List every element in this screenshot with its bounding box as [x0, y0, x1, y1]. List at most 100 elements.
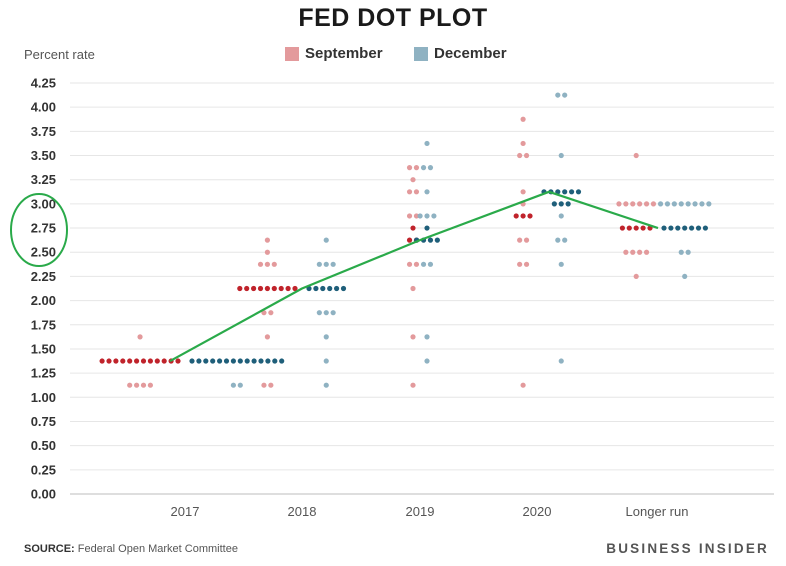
- dot-december: [420, 261, 427, 267]
- dot-december: [668, 225, 674, 231]
- dot-december: [434, 237, 440, 243]
- legend-item-september: September: [285, 45, 383, 62]
- dot-december: [320, 285, 326, 292]
- dot-september: [140, 358, 147, 364]
- dot-december: [217, 358, 223, 364]
- legend-label-september: September: [305, 45, 383, 62]
- dot-december: [562, 189, 568, 195]
- dot-september: [292, 285, 298, 292]
- dot-september: [619, 225, 626, 231]
- dot-december: [555, 92, 561, 98]
- dot-september: [406, 165, 413, 171]
- x-tick-label: 2020: [523, 504, 552, 519]
- dot-december: [562, 237, 568, 243]
- dot-september: [633, 152, 639, 159]
- y-tick-label: 0.25: [31, 462, 56, 477]
- dot-september: [410, 382, 416, 388]
- dot-december: [420, 165, 427, 171]
- dot-september: [268, 310, 274, 316]
- dot-september: [623, 249, 629, 255]
- legend-swatch-december: [414, 46, 428, 61]
- dot-september: [264, 249, 270, 255]
- dot-december: [678, 201, 684, 207]
- dot-september: [626, 225, 632, 231]
- dot-september: [517, 152, 523, 159]
- dot-september: [650, 201, 657, 207]
- dot-december: [558, 261, 564, 267]
- dot-december: [424, 213, 430, 219]
- dot-december: [565, 201, 571, 207]
- x-tick-label: 2019: [406, 504, 435, 519]
- dot-december: [316, 310, 322, 316]
- dot-september: [643, 249, 650, 255]
- dot-december: [330, 261, 336, 267]
- dot-september: [523, 237, 530, 243]
- dot-september: [523, 152, 530, 159]
- dot-september: [120, 358, 126, 364]
- source-label: SOURCE:: [24, 543, 75, 555]
- dot-september: [527, 213, 533, 219]
- dot-december: [685, 249, 691, 255]
- dot-september: [244, 285, 250, 292]
- y-tick-label: 3.50: [31, 148, 56, 163]
- dot-december: [427, 237, 434, 243]
- dot-december: [664, 201, 671, 207]
- y-tick-label: 4.00: [31, 100, 56, 115]
- dot-december: [327, 285, 333, 292]
- y-tick-label: 1.00: [31, 390, 56, 405]
- dot-december: [682, 273, 688, 280]
- dot-september: [406, 189, 413, 195]
- y-tick-label: 2.00: [31, 293, 56, 308]
- dot-september: [264, 285, 270, 292]
- brand-logo: BUSINESS INSIDER: [606, 541, 769, 556]
- dot-december: [424, 358, 430, 364]
- dot-december: [316, 261, 322, 267]
- dot-september: [147, 358, 153, 364]
- dot-september: [278, 285, 284, 292]
- dot-september: [520, 213, 526, 219]
- dot-december: [323, 358, 329, 364]
- dot-september: [257, 261, 264, 267]
- dot-september: [520, 116, 526, 122]
- dot-december: [692, 201, 698, 207]
- dot-december: [237, 358, 243, 364]
- dot-september: [261, 382, 267, 388]
- grid-layer: [70, 82, 774, 495]
- dot-december: [313, 285, 319, 292]
- dot-december: [210, 358, 216, 364]
- dot-september: [264, 334, 270, 340]
- dot-september: [264, 261, 270, 267]
- dot-september: [630, 201, 636, 207]
- dot-september: [237, 285, 243, 292]
- dot-december: [706, 201, 712, 207]
- dot-september: [520, 382, 526, 388]
- dot-december: [272, 358, 278, 364]
- dot-december: [237, 382, 243, 388]
- dots-layer: [99, 92, 712, 388]
- dot-september: [616, 201, 622, 207]
- dot-september: [106, 358, 112, 364]
- dot-december: [699, 201, 705, 207]
- y-tick-label: 0.00: [31, 487, 56, 502]
- dot-december: [657, 201, 664, 207]
- legend-swatch-september: [285, 46, 299, 61]
- dot-december: [675, 225, 681, 231]
- dot-september: [264, 237, 270, 243]
- dot-december: [558, 358, 564, 364]
- dot-december: [702, 225, 709, 231]
- y-tick-label: 3.25: [31, 172, 56, 187]
- dot-september: [513, 213, 519, 219]
- median-path-annotation: [169, 190, 659, 362]
- dot-september: [406, 213, 413, 219]
- y-tick-label: 4.25: [31, 76, 56, 91]
- dot-september: [251, 285, 257, 292]
- legend-label-december: December: [434, 45, 507, 62]
- y-tick-label: 2.25: [31, 269, 56, 284]
- y-tick-labels: 0.00 0.25 0.50 0.75 1.00 1.25 1.50 1.75 2.00 2.25…: [31, 76, 56, 502]
- dot-september: [413, 261, 420, 267]
- dot-september: [517, 237, 523, 243]
- dot-december: [189, 358, 195, 364]
- dot-september: [285, 285, 291, 292]
- dot-september: [271, 285, 277, 292]
- source-note: SOURCE: Federal Open Market Committee: [24, 543, 238, 555]
